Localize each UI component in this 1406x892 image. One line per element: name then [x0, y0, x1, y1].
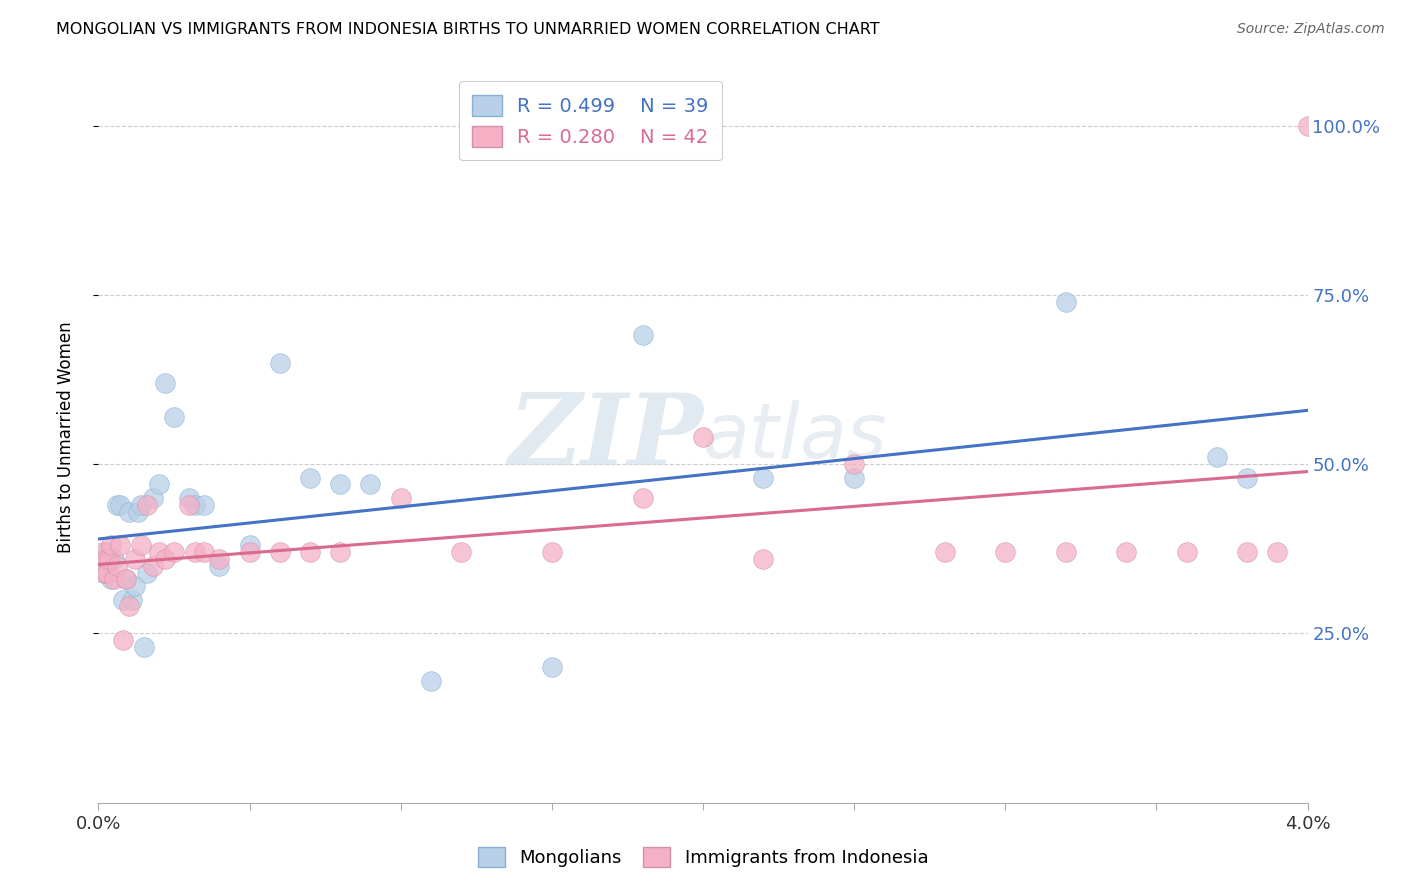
Point	[360, 477, 382, 491]
Point	[208, 552, 231, 566]
Point	[1267, 545, 1289, 559]
Point	[752, 471, 775, 485]
Point	[105, 498, 128, 512]
Point	[93, 566, 115, 580]
Point	[239, 538, 262, 552]
Point	[135, 498, 157, 512]
Point	[94, 545, 117, 559]
Point	[269, 545, 291, 559]
Point	[934, 545, 956, 559]
Legend: Mongolians, Immigrants from Indonesia: Mongolians, Immigrants from Indonesia	[471, 839, 935, 874]
Point	[111, 633, 134, 648]
Point	[91, 545, 114, 559]
Point	[193, 545, 215, 559]
Point	[96, 558, 118, 573]
Point	[98, 552, 121, 566]
Text: atlas: atlas	[703, 401, 887, 474]
Point	[148, 477, 170, 491]
Point	[153, 552, 176, 566]
Point	[129, 498, 152, 512]
Point	[540, 660, 562, 674]
Point	[111, 592, 134, 607]
Text: ZIP: ZIP	[508, 389, 703, 485]
Point	[631, 491, 654, 505]
Point	[94, 552, 117, 566]
Point	[179, 491, 201, 505]
Point	[124, 552, 146, 566]
Point	[100, 538, 122, 552]
Point	[450, 545, 472, 559]
Point	[135, 566, 157, 580]
Text: MONGOLIAN VS IMMIGRANTS FROM INDONESIA BIRTHS TO UNMARRIED WOMEN CORRELATION CHA: MONGOLIAN VS IMMIGRANTS FROM INDONESIA B…	[56, 22, 880, 37]
Point	[1206, 450, 1229, 465]
Point	[142, 558, 165, 573]
Point	[148, 545, 170, 559]
Point	[1175, 545, 1198, 559]
Point	[100, 572, 122, 586]
Point	[142, 491, 165, 505]
Point	[114, 572, 136, 586]
Point	[420, 673, 443, 688]
Point	[153, 376, 176, 390]
Point	[1054, 294, 1077, 309]
Point	[844, 457, 866, 471]
Point	[118, 599, 141, 614]
Point	[108, 498, 131, 512]
Point	[163, 409, 186, 424]
Point	[540, 545, 562, 559]
Point	[994, 545, 1017, 559]
Point	[93, 566, 115, 580]
Point	[631, 328, 654, 343]
Point	[299, 545, 322, 559]
Text: Source: ZipAtlas.com: Source: ZipAtlas.com	[1237, 22, 1385, 37]
Point	[1236, 545, 1258, 559]
Point	[105, 558, 128, 573]
Point	[91, 552, 114, 566]
Point	[1296, 119, 1319, 133]
Point	[389, 491, 412, 505]
Point	[208, 558, 231, 573]
Point	[108, 538, 131, 552]
Point	[1236, 471, 1258, 485]
Point	[163, 545, 186, 559]
Point	[98, 552, 121, 566]
Point	[179, 498, 201, 512]
Point	[269, 355, 291, 369]
Point	[329, 477, 352, 491]
Point	[184, 498, 207, 512]
Point	[96, 566, 118, 580]
Point	[299, 471, 322, 485]
Point	[1115, 545, 1137, 559]
Point	[193, 498, 215, 512]
Point	[329, 545, 352, 559]
Point	[121, 592, 143, 607]
Y-axis label: Births to Unmarried Women: Births to Unmarried Women	[56, 321, 75, 553]
Point	[239, 545, 262, 559]
Point	[114, 572, 136, 586]
Point	[752, 552, 775, 566]
Point	[124, 579, 146, 593]
Point	[1054, 545, 1077, 559]
Point	[127, 505, 149, 519]
Point	[118, 505, 141, 519]
Point	[184, 545, 207, 559]
Point	[132, 640, 155, 654]
Point	[103, 552, 125, 566]
Point	[103, 572, 125, 586]
Point	[692, 430, 714, 444]
Legend: R = 0.499    N = 39, R = 0.280    N = 42: R = 0.499 N = 39, R = 0.280 N = 42	[458, 81, 723, 161]
Point	[129, 538, 152, 552]
Point	[844, 471, 866, 485]
